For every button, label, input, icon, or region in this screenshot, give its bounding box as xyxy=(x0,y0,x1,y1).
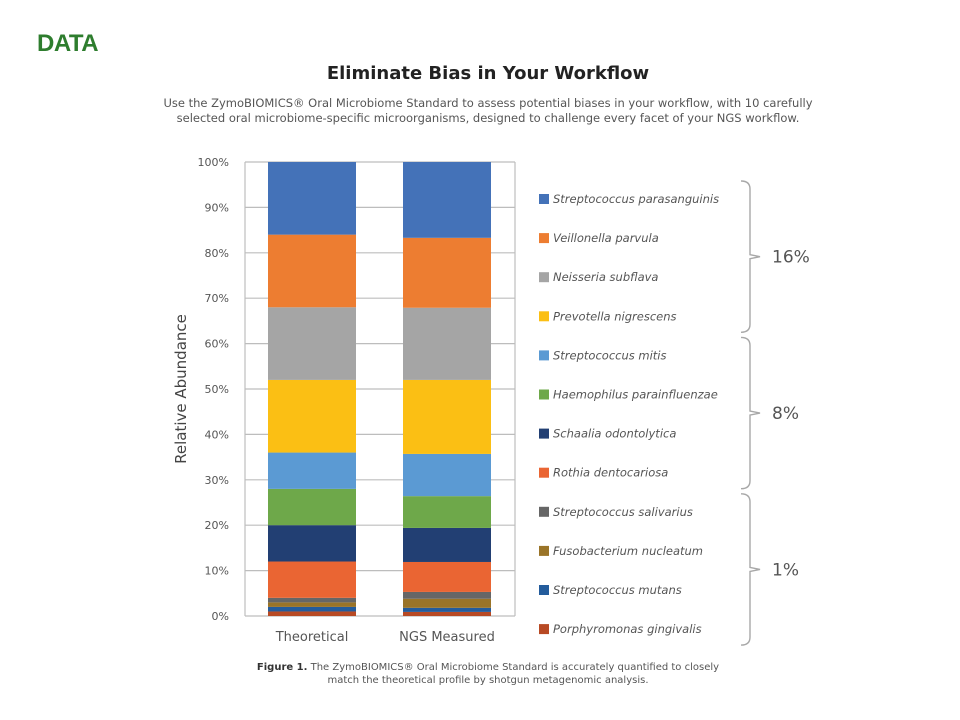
bar-segment xyxy=(403,527,491,562)
bar-segment xyxy=(403,307,491,380)
bar-segment xyxy=(403,591,491,599)
bar-segment xyxy=(268,162,356,235)
y-tick-label: 80% xyxy=(205,247,229,260)
y-tick-label: 90% xyxy=(205,201,229,214)
subtitle-line-1: Use the ZymoBIOMICS® Oral Microbiome Sta… xyxy=(163,96,813,110)
legend-swatch xyxy=(539,311,549,322)
bar-segment xyxy=(403,162,491,238)
bar-segment xyxy=(403,496,491,528)
y-tick-label: 20% xyxy=(205,519,229,532)
y-tick-label: 60% xyxy=(205,338,229,351)
group-brace xyxy=(740,180,761,333)
bar-segment xyxy=(268,234,356,308)
bar-segment xyxy=(403,379,491,454)
legend-label: Fusobacterium nucleatum xyxy=(553,544,703,558)
legend-swatch xyxy=(539,194,549,204)
bar-segment xyxy=(403,598,491,608)
bar-segment xyxy=(268,606,356,612)
bar-segment xyxy=(403,607,491,612)
y-tick-label: 10% xyxy=(205,565,229,578)
y-tick-label: 70% xyxy=(205,292,229,305)
group-brace xyxy=(740,493,761,646)
legend-swatch xyxy=(539,233,549,244)
x-category-label: Theoretical xyxy=(275,630,349,645)
legend-label: Neisseria subflava xyxy=(553,270,658,284)
legend-swatch xyxy=(539,506,549,517)
group-percent-label: 8% xyxy=(772,404,799,424)
bar-segment xyxy=(403,453,491,497)
legend-swatch xyxy=(539,467,549,478)
y-tick-label: 40% xyxy=(205,428,229,441)
legend-swatch xyxy=(539,585,549,595)
legend-label: Haemophilus parainfluenzae xyxy=(553,388,718,402)
legend-swatch xyxy=(539,624,549,635)
y-tick-label: 0% xyxy=(212,610,229,623)
legend-label: Streptococcus parasanguinis xyxy=(553,192,719,206)
legend-label: Streptococcus salivarius xyxy=(553,505,693,519)
bar-segment xyxy=(268,525,356,562)
legend-label: Veillonella parvula xyxy=(553,231,659,245)
legend-label: Schaalia odontolytica xyxy=(553,427,676,441)
bar-segment xyxy=(403,237,491,308)
caption-line-1: The ZymoBIOMICS® Oral Microbiome Standar… xyxy=(307,662,720,673)
group-percent-label: 1% xyxy=(772,560,799,580)
legend-swatch xyxy=(539,272,549,283)
legend-swatch xyxy=(539,428,549,439)
legend-label: Rothia dentocariosa xyxy=(553,466,668,480)
chart-title: Eliminate Bias in Your Workflow xyxy=(326,63,650,84)
x-category-label: NGS Measured xyxy=(399,630,495,645)
legend-swatch xyxy=(539,350,549,361)
group-brace xyxy=(740,336,761,490)
bar-segment xyxy=(403,611,491,616)
slide-section-label: DATA xyxy=(37,30,99,57)
bar-segment xyxy=(268,452,356,489)
legend-label: Streptococcus mitis xyxy=(553,348,667,362)
y-tick-label: 30% xyxy=(205,474,229,487)
bar-segment xyxy=(268,561,356,598)
legend-label: Streptococcus mutans xyxy=(553,583,682,597)
bar-segment xyxy=(268,597,356,603)
bar-segment xyxy=(268,379,356,453)
bar-segment xyxy=(268,307,356,380)
bar-segment xyxy=(403,561,491,592)
legend-label: Porphyromonas gingivalis xyxy=(553,622,702,636)
legend-swatch xyxy=(539,545,549,556)
legend-swatch xyxy=(539,389,549,400)
y-tick-label: 100% xyxy=(198,156,229,169)
subtitle-line-2: selected oral microbiome-specific microo… xyxy=(176,111,800,125)
y-axis-label: Relative Abundance xyxy=(172,314,190,464)
group-percent-label: 16% xyxy=(772,248,810,268)
y-tick-label: 50% xyxy=(205,383,229,396)
caption-label: Figure 1. xyxy=(256,662,308,673)
bar-segment xyxy=(268,611,356,616)
chart-subtitle: Use the ZymoBIOMICS® Oral Microbiome Sta… xyxy=(150,96,826,126)
bar-segment xyxy=(268,602,356,607)
figure-caption: Figure 1. The ZymoBIOMICS® Oral Microbio… xyxy=(230,661,746,687)
caption-line-2: match the theoretical profile by shotgun… xyxy=(327,675,649,686)
legend-label: Prevotella nigrescens xyxy=(553,309,677,323)
bar-segment xyxy=(268,488,356,526)
